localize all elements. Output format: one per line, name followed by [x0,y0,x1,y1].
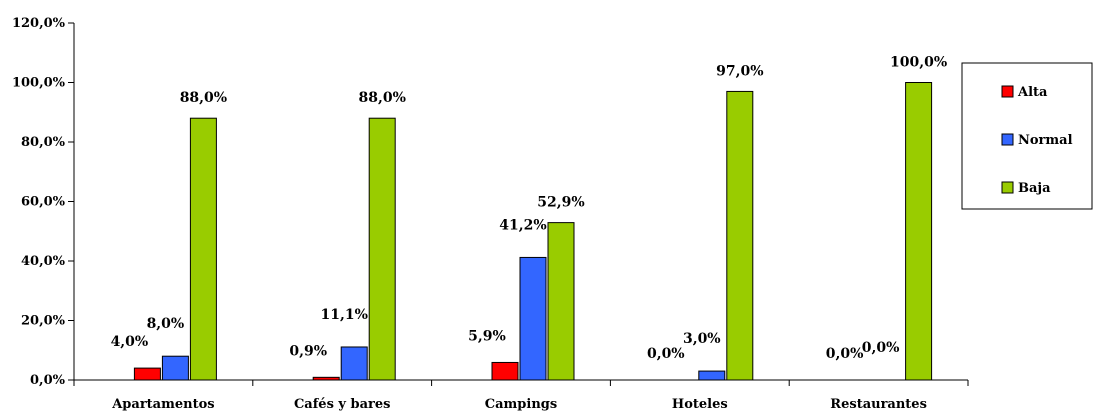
data-label-baja: 100,0% [890,55,947,71]
bar-baja [547,222,575,381]
bar-baja [726,90,754,381]
data-label-normal: 41,2% [499,217,546,233]
x-tick-label: Restaurantes [830,397,927,412]
axes: 0,0% 20,0% 40,0% 60,0% 80,0% 100,0% 120,0% Apar… [12,16,969,412]
y-tick-label: 0,0% [30,373,66,388]
data-label-alta: 5,9% [468,328,506,344]
bar-alta [312,376,340,381]
bar-alta [491,361,519,381]
data-label-baja: 88,0% [358,90,405,106]
data-label-alta: 0,0% [826,346,864,362]
bar-baja [189,117,217,381]
x-tick-label: Hoteles [672,397,728,412]
legend-box [961,62,1093,210]
data-label-alta: 4,0% [111,334,149,350]
bar-normal [340,346,368,381]
legend-swatch-baja [1001,181,1014,194]
data-labels: 4,0%0,9%5,9%0,0% 0,0%8,0%11,1%41,2%3,0%0,… [111,55,948,363]
data-label-baja: 88,0% [180,90,227,106]
data-label-normal: 8,0% [147,316,185,332]
bars [133,82,933,381]
legend-label-normal: Normal [1018,133,1073,148]
legend: Alta Normal Baja [961,62,1093,210]
bar-baja [905,82,933,381]
y-tick-label: 100,0% [12,76,66,91]
y-tick-label: 20,0% [21,314,66,329]
data-label-baja: 97,0% [716,63,763,79]
data-label-alta: 0,0% [647,346,685,362]
data-label-baja: 52,9% [537,195,584,211]
bar-normal [161,355,189,381]
data-label-normal: 3,0% [683,331,721,347]
y-tick-label: 60,0% [21,195,66,210]
y-tick-label: 80,0% [21,135,66,150]
data-label-normal: 0,0% [862,340,900,356]
bar-baja [368,117,396,381]
bar-normal [519,256,547,381]
x-tick-label: Cafés y bares [294,397,391,412]
legend-label-alta: Alta [1017,85,1048,100]
legend-swatch-normal [1001,133,1014,146]
bar-alta [133,367,161,381]
y-tick-label: 120,0% [12,16,66,31]
legend-swatch-alta [1001,85,1014,98]
x-tick-label: Apartamentos [111,397,214,412]
legend-label-baja: Baja [1018,181,1051,196]
x-tick-label: Campings [485,397,557,412]
bar-normal [698,370,726,381]
y-tick-label: 40,0% [21,254,66,269]
data-label-alta: 0,9% [289,343,327,359]
data-label-normal: 11,1% [320,307,367,323]
